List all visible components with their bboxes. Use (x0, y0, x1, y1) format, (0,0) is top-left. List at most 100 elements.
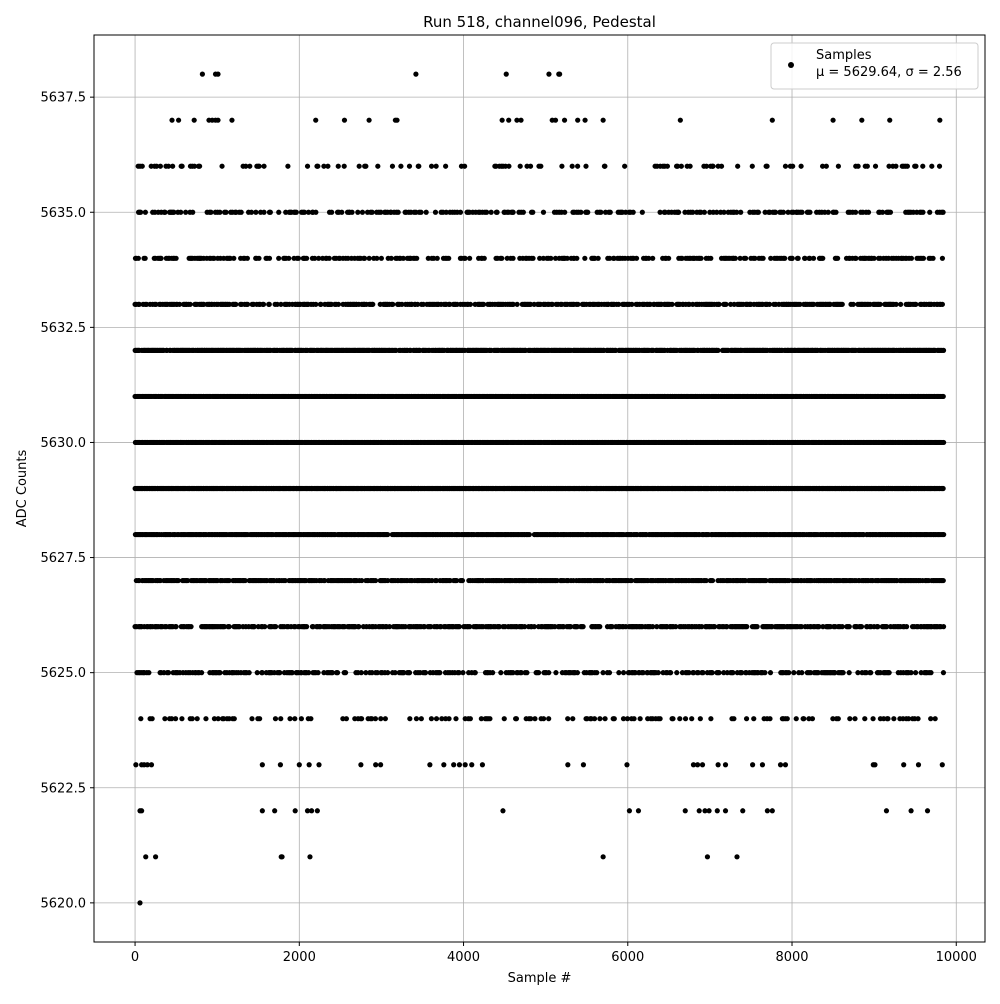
data-point (755, 624, 760, 629)
data-point (710, 578, 715, 583)
data-point (621, 670, 626, 675)
data-point (716, 670, 721, 675)
data-point (791, 670, 796, 675)
data-point (847, 716, 852, 721)
data-point (279, 854, 284, 859)
data-point (941, 670, 946, 675)
data-point (602, 716, 607, 721)
data-point (200, 72, 205, 77)
data-point (308, 716, 313, 721)
data-point (190, 716, 195, 721)
data-point (546, 716, 551, 721)
data-point (162, 716, 167, 721)
data-point (631, 716, 636, 721)
data-point (299, 716, 304, 721)
data-point (636, 808, 641, 813)
data-point (257, 716, 262, 721)
data-point (581, 762, 586, 767)
data-point (527, 532, 532, 537)
data-point (149, 762, 154, 767)
data-point (506, 118, 511, 123)
data-point (249, 716, 254, 721)
data-point (941, 394, 946, 399)
data-point (532, 716, 537, 721)
data-point (638, 716, 643, 721)
data-point (908, 808, 913, 813)
data-point (607, 670, 612, 675)
data-point (624, 762, 629, 767)
data-point (307, 762, 312, 767)
data-point (697, 808, 702, 813)
data-point (762, 670, 767, 675)
data-point (500, 808, 505, 813)
data-point (457, 762, 462, 767)
data-point (915, 716, 920, 721)
data-point (597, 716, 602, 721)
data-point (765, 808, 770, 813)
data-point (601, 118, 606, 123)
data-point (575, 670, 580, 675)
data-point (260, 762, 265, 767)
data-point (414, 716, 419, 721)
data-point (457, 624, 462, 629)
data-point (698, 716, 703, 721)
data-point (139, 808, 144, 813)
data-point (272, 808, 277, 813)
data-point (480, 762, 485, 767)
data-point (451, 762, 456, 767)
data-point (913, 670, 918, 675)
data-point (536, 670, 541, 675)
data-point (169, 118, 174, 123)
data-point (541, 716, 546, 721)
data-point (407, 716, 412, 721)
data-point (862, 716, 867, 721)
data-point (668, 670, 673, 675)
data-point (916, 762, 921, 767)
data-point (227, 624, 232, 629)
data-point (137, 900, 142, 905)
data-point (173, 624, 178, 629)
data-point (940, 762, 945, 767)
data-point (373, 716, 378, 721)
data-point (601, 854, 606, 859)
data-point (215, 72, 220, 77)
data-point (933, 716, 938, 721)
data-point (740, 808, 745, 813)
data-point (677, 716, 682, 721)
data-point (367, 118, 372, 123)
data-point (751, 716, 756, 721)
data-point (891, 716, 896, 721)
data-point (188, 624, 193, 629)
data-point (768, 670, 773, 675)
data-point (524, 670, 529, 675)
data-point (359, 716, 364, 721)
data-point (830, 118, 835, 123)
data-point (437, 670, 442, 675)
data-point (937, 118, 942, 123)
data-point (562, 118, 567, 123)
data-point (941, 532, 946, 537)
data-point (565, 762, 570, 767)
data-point (715, 808, 720, 813)
data-point (287, 716, 292, 721)
data-point (750, 762, 755, 767)
data-point (277, 670, 282, 675)
data-point (514, 716, 519, 721)
data-point (941, 348, 946, 353)
data-point (385, 670, 390, 675)
data-point (297, 762, 302, 767)
data-point (356, 624, 361, 629)
data-point (407, 670, 412, 675)
data-point (841, 670, 846, 675)
data-point (836, 716, 841, 721)
data-point (570, 716, 575, 721)
data-point (192, 118, 197, 123)
data-point (731, 716, 736, 721)
data-point (316, 762, 321, 767)
data-point (427, 762, 432, 767)
data-point (767, 716, 772, 721)
data-point (678, 118, 683, 123)
data-point (304, 624, 309, 629)
